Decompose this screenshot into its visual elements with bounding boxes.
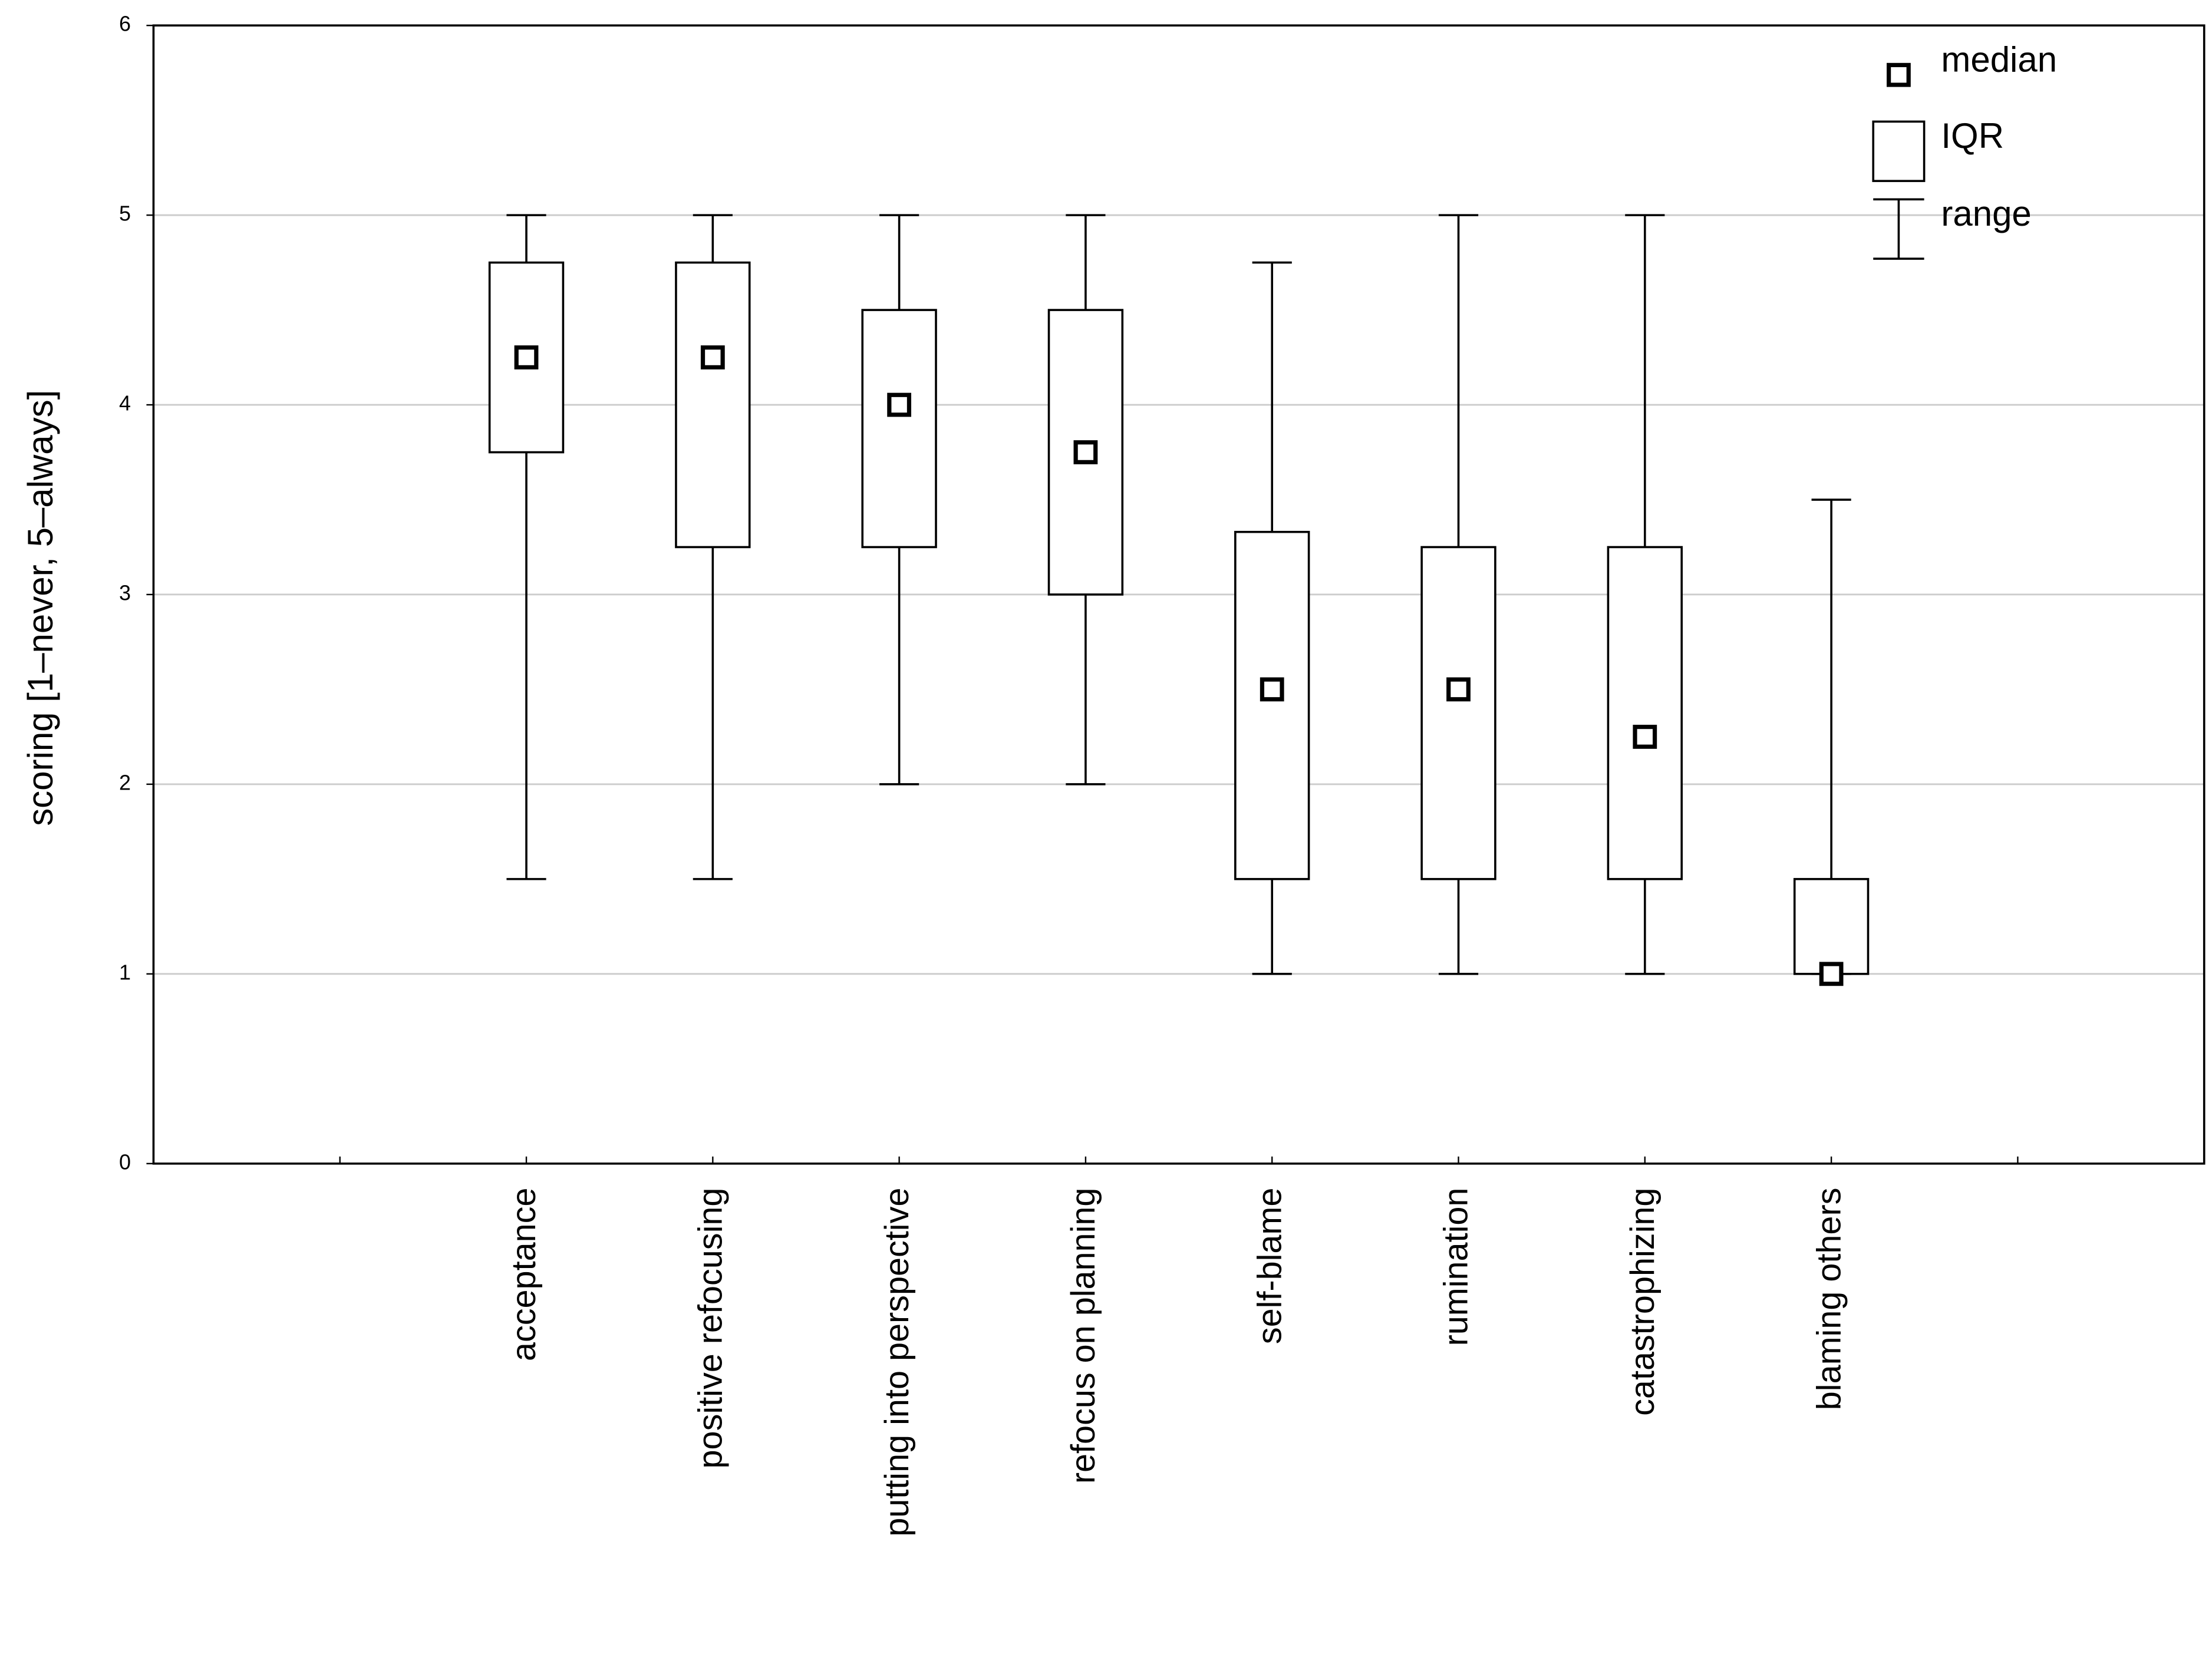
y-axis-title: scoring [1–never, 5–always] xyxy=(21,390,60,826)
x-tick-label: blaming others xyxy=(1810,1188,1848,1411)
x-tick-label: putting into perspective xyxy=(878,1188,916,1537)
legend-label: range xyxy=(1941,194,2031,233)
iqr-box xyxy=(675,261,751,549)
y-tick-label: 4 xyxy=(119,391,131,415)
legend-label: IQR xyxy=(1941,116,2004,156)
median-marker xyxy=(1073,440,1098,464)
iqr-box xyxy=(1234,530,1310,880)
legend-median-swatch xyxy=(1887,62,1911,87)
median-marker xyxy=(1819,962,1844,986)
y-tick-label: 0 xyxy=(119,1150,131,1174)
x-tick-label: positive refocusing xyxy=(692,1188,730,1469)
legend-label: median xyxy=(1941,39,2057,79)
y-tick-label: 5 xyxy=(119,202,131,226)
median-marker xyxy=(887,392,912,417)
y-tick-label: 2 xyxy=(119,770,131,794)
median-marker xyxy=(1633,725,1657,749)
median-marker xyxy=(1446,677,1471,702)
x-tick-label: rumination xyxy=(1438,1188,1475,1346)
median-marker xyxy=(1260,677,1284,702)
y-tick-label: 6 xyxy=(119,12,131,36)
median-marker xyxy=(514,345,539,369)
y-tick-label: 1 xyxy=(119,960,131,984)
x-tick-label: catastrophizing xyxy=(1624,1188,1662,1416)
median-marker xyxy=(700,345,725,369)
y-tick-label: 3 xyxy=(119,580,131,605)
plot-frame xyxy=(152,24,2206,1165)
iqr-box xyxy=(1607,546,1683,880)
x-tick-label: refocus on planning xyxy=(1064,1188,1102,1484)
x-tick-label: acceptance xyxy=(505,1188,543,1361)
iqr-box xyxy=(1420,546,1496,880)
legend-iqr-swatch xyxy=(1872,120,1926,182)
iqr-box xyxy=(861,309,937,549)
iqr-box xyxy=(1793,878,1870,975)
x-tick-label: self-blame xyxy=(1251,1188,1288,1345)
